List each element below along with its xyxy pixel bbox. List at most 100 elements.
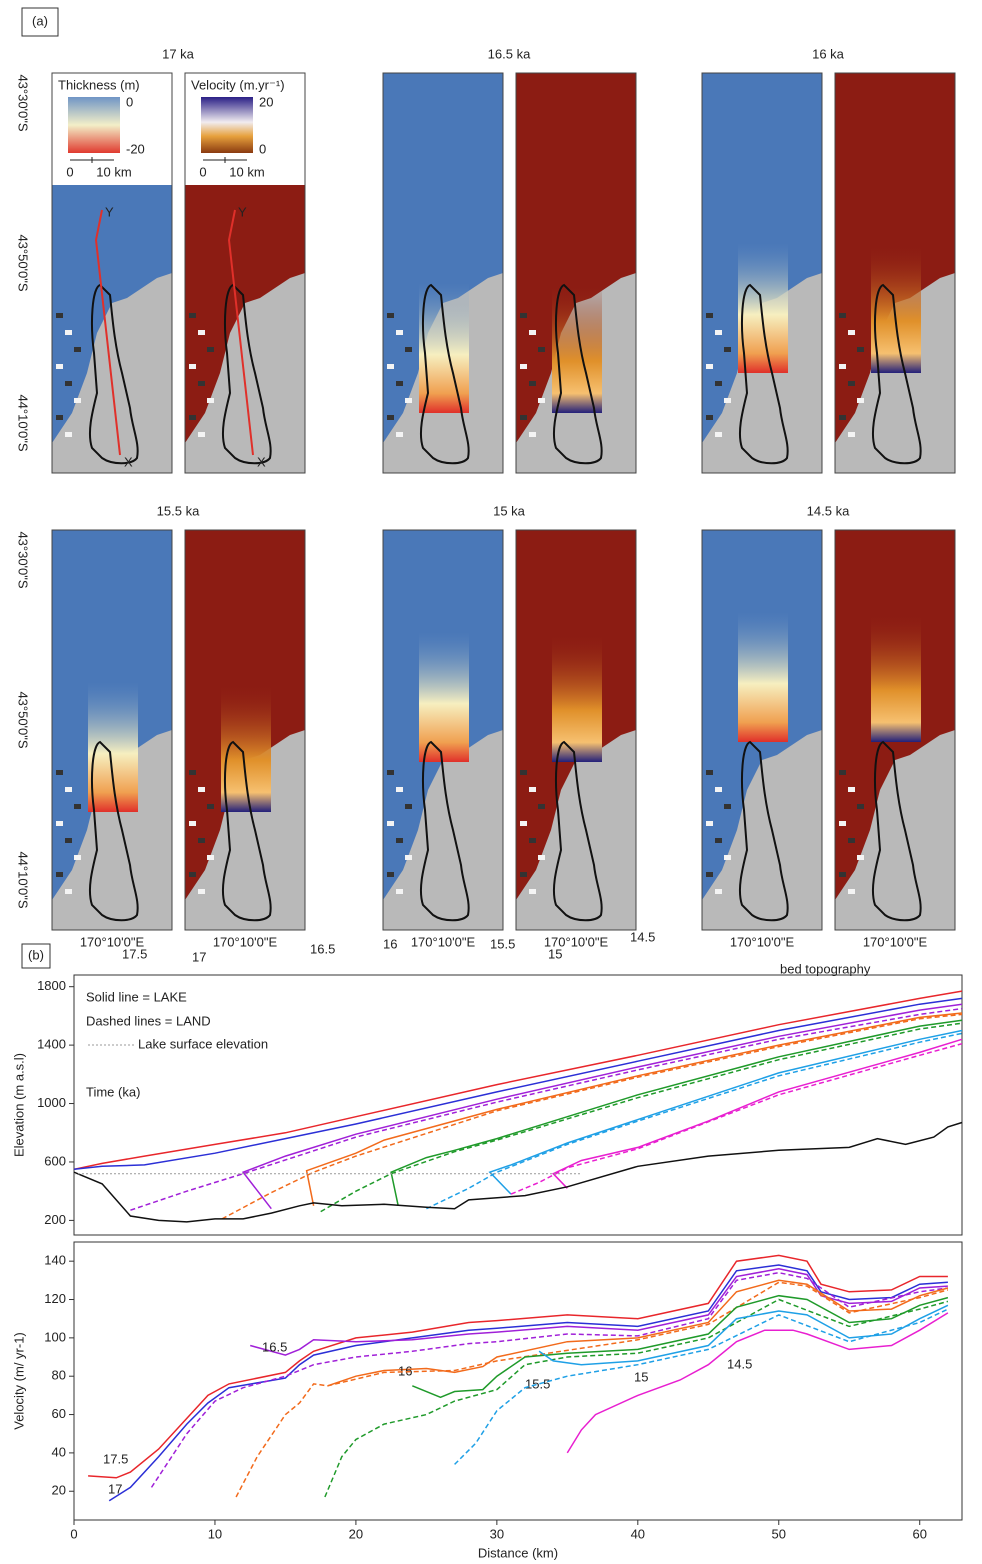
terrain-speck bbox=[520, 821, 527, 826]
series-label: 17.5 bbox=[103, 1451, 128, 1466]
terrain-speck bbox=[706, 364, 713, 369]
terrain-speck bbox=[396, 330, 403, 335]
terrain-speck bbox=[189, 415, 196, 420]
terrain-speck bbox=[538, 855, 545, 860]
terrain-speck bbox=[207, 398, 214, 403]
annotation: Time (ka) bbox=[86, 1084, 140, 1099]
series-label: 14.5 bbox=[630, 929, 655, 944]
data-line bbox=[391, 1020, 962, 1206]
terrain-speck bbox=[538, 398, 545, 403]
legend-title: Velocity (m.yr⁻¹) bbox=[191, 77, 285, 92]
series-label: 17 bbox=[108, 1481, 122, 1496]
terrain-speck bbox=[857, 398, 864, 403]
scale-label: 10 km bbox=[96, 164, 131, 179]
terrain-speck bbox=[839, 313, 846, 318]
longitude-label: 170°10'0"E bbox=[213, 934, 278, 949]
colorbar-label: 20 bbox=[259, 94, 273, 109]
x-tick-label: 50 bbox=[772, 1526, 786, 1541]
profile-end-label: X bbox=[124, 454, 133, 469]
terrain-speck bbox=[56, 415, 63, 420]
y-tick-label: 20 bbox=[52, 1483, 66, 1498]
terrain-speck bbox=[520, 770, 527, 775]
terrain-speck bbox=[529, 381, 536, 386]
terrain-speck bbox=[538, 347, 545, 352]
y-tick-label: 1400 bbox=[37, 1037, 66, 1052]
terrain-speck bbox=[715, 838, 722, 843]
panel-time-title: 15 ka bbox=[493, 503, 526, 518]
terrain-speck bbox=[387, 364, 394, 369]
terrain-speck bbox=[839, 415, 846, 420]
latitude-label: 43°30'0"S bbox=[16, 531, 31, 588]
latitude-label: 44°10'0"S bbox=[16, 394, 31, 451]
series-label: 14.5 bbox=[727, 1356, 752, 1371]
terrain-speck bbox=[706, 821, 713, 826]
legend-note: Solid line = LAKE bbox=[86, 989, 187, 1004]
data-line bbox=[250, 1269, 948, 1355]
map-panel bbox=[383, 73, 503, 473]
y-tick-label: 1800 bbox=[37, 978, 66, 993]
y-tick-label: 80 bbox=[52, 1368, 66, 1383]
terrain-speck bbox=[848, 787, 855, 792]
data-line bbox=[426, 1033, 962, 1208]
terrain-speck bbox=[857, 804, 864, 809]
terrain-speck bbox=[839, 821, 846, 826]
y-axis-label: Velocity (m/ yr-1) bbox=[11, 1332, 26, 1430]
terrain-speck bbox=[189, 313, 196, 318]
terrain-speck bbox=[715, 889, 722, 894]
terrain-speck bbox=[56, 313, 63, 318]
terrain-speck bbox=[396, 838, 403, 843]
terrain-speck bbox=[724, 855, 731, 860]
map-panel bbox=[835, 73, 955, 473]
terrain-speck bbox=[520, 872, 527, 877]
terrain-speck bbox=[74, 804, 81, 809]
terrain-speck bbox=[715, 330, 722, 335]
terrain-speck bbox=[857, 347, 864, 352]
colorbar-label: 0 bbox=[126, 94, 133, 109]
terrain-speck bbox=[529, 838, 536, 843]
y-tick-label: 120 bbox=[44, 1291, 66, 1306]
terrain-speck bbox=[198, 381, 205, 386]
page: (a)17 ka43°30'0"S43°50'0"S44°10'0"S16.5 … bbox=[0, 0, 982, 1564]
latitude-label: 43°50'0"S bbox=[16, 234, 31, 291]
terrain-speck bbox=[839, 364, 846, 369]
terrain-speck bbox=[848, 330, 855, 335]
map-panel bbox=[185, 530, 305, 930]
y-tick-label: 200 bbox=[44, 1212, 66, 1227]
terrain-speck bbox=[65, 330, 72, 335]
legend-label: Lake surface elevation bbox=[138, 1036, 268, 1051]
terrain-speck bbox=[387, 821, 394, 826]
y-axis-label: Elevation (m a.s.l) bbox=[11, 1053, 26, 1157]
terrain-speck bbox=[715, 787, 722, 792]
y-tick-label: 600 bbox=[44, 1153, 66, 1168]
y-tick-label: 60 bbox=[52, 1406, 66, 1421]
colorbar-label: -20 bbox=[126, 141, 145, 156]
colorbar bbox=[201, 97, 253, 153]
terrain-speck bbox=[65, 889, 72, 894]
x-tick-label: 0 bbox=[70, 1526, 77, 1541]
x-tick-label: 10 bbox=[208, 1526, 222, 1541]
data-line bbox=[236, 1282, 948, 1497]
series-label: 15 bbox=[634, 1369, 648, 1384]
terrain-speck bbox=[848, 889, 855, 894]
terrain-speck bbox=[56, 364, 63, 369]
terrain-speck bbox=[387, 770, 394, 775]
terrain-speck bbox=[396, 787, 403, 792]
colorbar-label: 0 bbox=[259, 141, 266, 156]
map-panel bbox=[702, 530, 822, 930]
terrain-speck bbox=[715, 432, 722, 437]
scale-label: 0 bbox=[66, 164, 73, 179]
x-tick-label: 60 bbox=[912, 1526, 926, 1541]
terrain-speck bbox=[706, 872, 713, 877]
terrain-speck bbox=[189, 364, 196, 369]
series-label: 15.5 bbox=[525, 1376, 550, 1391]
terrain-speck bbox=[387, 415, 394, 420]
profile-end-label: Y bbox=[238, 204, 247, 219]
y-tick-label: 140 bbox=[44, 1253, 66, 1268]
panel-label: (b) bbox=[28, 947, 44, 962]
terrain-speck bbox=[56, 872, 63, 877]
y-tick-label: 1000 bbox=[37, 1095, 66, 1110]
glacier-front bbox=[871, 612, 921, 742]
latitude-label: 44°10'0"S bbox=[16, 851, 31, 908]
terrain-speck bbox=[198, 432, 205, 437]
series-label: 16.5 bbox=[262, 1339, 287, 1354]
